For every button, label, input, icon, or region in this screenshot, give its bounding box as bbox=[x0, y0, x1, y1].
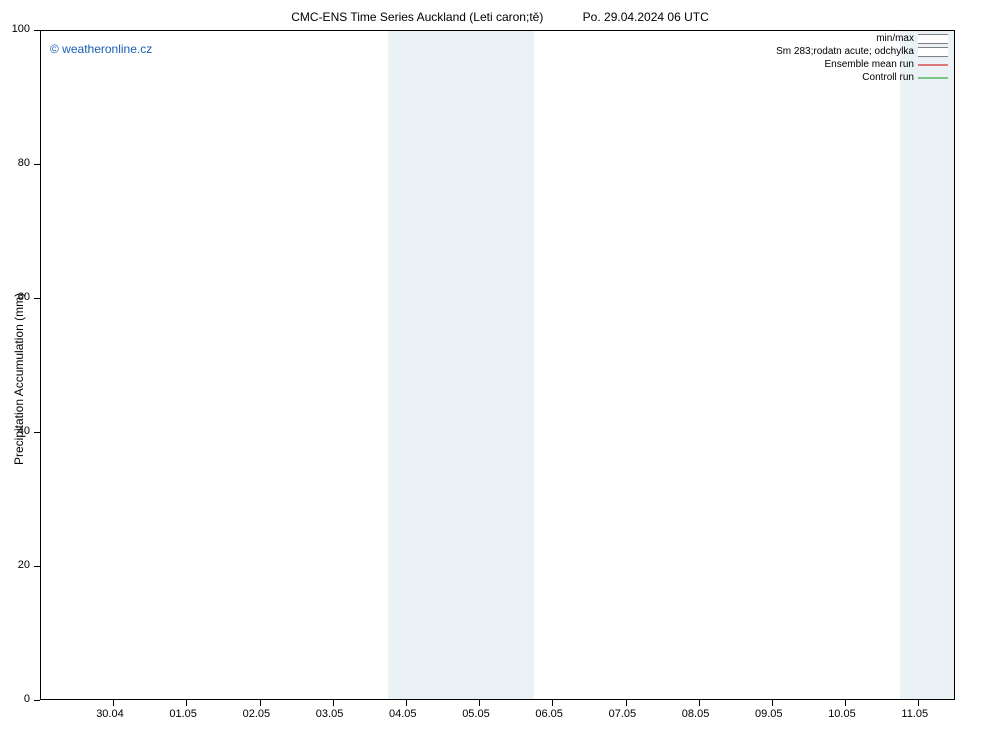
legend-label: min/max bbox=[876, 33, 918, 44]
x-tick bbox=[260, 700, 261, 706]
legend: min/max Sm 283;rodatn acute; odchylka Ense… bbox=[776, 32, 948, 84]
x-tick-label: 11.05 bbox=[901, 708, 928, 720]
legend-item: min/max bbox=[776, 32, 948, 45]
x-tick-label: 03.05 bbox=[316, 708, 344, 720]
x-tick bbox=[772, 700, 773, 706]
x-tick-label: 30.04 bbox=[96, 708, 124, 720]
legend-item: Ensemble mean run bbox=[776, 58, 948, 71]
legend-item: Sm 283;rodatn acute; odchylka bbox=[776, 45, 948, 58]
watermark-link[interactable]: © weatheronline.cz bbox=[50, 42, 152, 56]
y-axis-label: Precipitation Accumulation (mm) bbox=[12, 293, 26, 465]
legend-swatch bbox=[918, 47, 948, 57]
x-tick-label: 07.05 bbox=[609, 708, 637, 720]
legend-item: Controll run bbox=[776, 71, 948, 84]
legend-swatch bbox=[918, 60, 948, 70]
x-tick-label: 05.05 bbox=[462, 708, 490, 720]
legend-label: Ensemble mean run bbox=[825, 59, 919, 70]
y-tick bbox=[34, 566, 40, 567]
y-tick-label: 40 bbox=[18, 425, 30, 437]
x-tick-label: 01.05 bbox=[169, 708, 197, 720]
x-tick bbox=[186, 700, 187, 706]
x-tick bbox=[552, 700, 553, 706]
x-tick bbox=[699, 700, 700, 706]
x-tick-label: 09.05 bbox=[755, 708, 783, 720]
x-tick bbox=[113, 700, 114, 706]
x-tick bbox=[479, 700, 480, 706]
plot-frame bbox=[40, 30, 955, 700]
precip-accum-chart: CMC-ENS Time Series Auckland (Leti caron… bbox=[0, 0, 1000, 733]
y-tick-label: 80 bbox=[18, 157, 30, 169]
legend-swatch bbox=[918, 34, 948, 44]
y-tick-label: 60 bbox=[18, 291, 30, 303]
x-tick-label: 08.05 bbox=[682, 708, 710, 720]
x-tick-label: 06.05 bbox=[535, 708, 563, 720]
y-tick-label: 0 bbox=[24, 693, 30, 705]
x-tick bbox=[626, 700, 627, 706]
y-tick-label: 100 bbox=[12, 23, 30, 35]
y-tick bbox=[34, 298, 40, 299]
legend-label: Controll run bbox=[862, 72, 918, 83]
x-tick-label: 10.05 bbox=[828, 708, 856, 720]
x-tick bbox=[845, 700, 846, 706]
x-tick bbox=[333, 700, 334, 706]
x-tick-label: 02.05 bbox=[243, 708, 271, 720]
x-tick bbox=[406, 700, 407, 706]
y-tick bbox=[34, 432, 40, 433]
y-tick bbox=[34, 30, 40, 31]
y-tick bbox=[34, 164, 40, 165]
plot-area bbox=[40, 30, 955, 700]
chart-title-bar: CMC-ENS Time Series Auckland (Leti caron… bbox=[0, 10, 1000, 24]
legend-swatch bbox=[918, 73, 948, 83]
x-tick bbox=[918, 700, 919, 706]
chart-title-right: Po. 29.04.2024 06 UTC bbox=[583, 10, 709, 24]
watermark-text: © weatheronline.cz bbox=[50, 42, 152, 56]
chart-title-left: CMC-ENS Time Series Auckland (Leti caron… bbox=[291, 10, 543, 24]
y-tick-label: 20 bbox=[18, 559, 30, 571]
y-tick bbox=[34, 700, 40, 701]
legend-label: Sm 283;rodatn acute; odchylka bbox=[776, 46, 918, 57]
x-tick-label: 04.05 bbox=[389, 708, 417, 720]
